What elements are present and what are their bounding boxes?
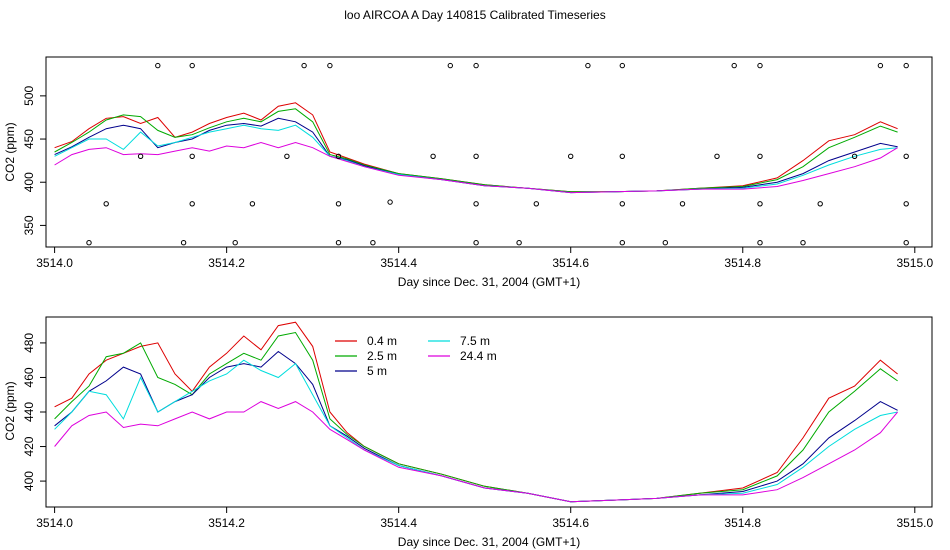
calibration-marker [619, 201, 625, 207]
top-xtick-label: 3515.0 [896, 256, 933, 270]
calibration-marker [585, 62, 591, 69]
bottom-series-group [54, 321, 898, 503]
top-xtick-label: 3514.4 [380, 256, 417, 270]
calibration-marker [155, 62, 161, 69]
bottom-xtick-label: 3514.8 [724, 516, 761, 530]
calibration-marker [447, 62, 453, 69]
calibration-marker [249, 201, 256, 207]
legend-label: 7.5 m [460, 334, 490, 348]
bottom-x-axis: 3514.0 3514.2 3514.4 3514.6 3514.8 3515.0 [36, 507, 933, 530]
calibration-marker [619, 62, 625, 69]
bottom-xtick-label: 3514.6 [552, 516, 589, 530]
top-ytick-label: 350 [22, 215, 36, 235]
legend-label: 0.4 m [367, 334, 397, 348]
bottom-legend: 0.4 m2.5 m5 m 7.5 m24.4 m [335, 334, 497, 378]
top-plot-frame [45, 56, 933, 248]
calibration-marker [817, 201, 823, 207]
top-ylabel: CO2 (ppm) [3, 122, 17, 181]
top-y-axis: 350 400 450 500 [22, 86, 46, 235]
calibration-marker [800, 240, 806, 246]
calibration-marker [903, 201, 909, 207]
calibration-marker [86, 240, 92, 246]
calibration-marker [903, 240, 909, 246]
bottom-ytick-label: 420 [22, 436, 36, 456]
bottom-xtick-label: 3514.2 [208, 516, 245, 530]
calibration-marker [473, 240, 479, 246]
top-xtick-label: 3514.8 [724, 256, 761, 270]
calibration-marker [335, 240, 342, 246]
calibration-marker [877, 62, 884, 69]
top-ytick-label: 450 [22, 129, 36, 149]
top-ytick-label: 500 [22, 86, 36, 106]
bottom-ytick-label: 480 [22, 333, 36, 353]
calibration-marker [473, 62, 479, 69]
calibration-marker [731, 62, 737, 69]
top-xtick-label: 3514.6 [552, 256, 589, 270]
calibration-marker [473, 153, 479, 160]
top-markers-group [86, 62, 909, 246]
bottom-ylabel: CO2 (ppm) [3, 381, 17, 440]
top-xlabel: Day since Dec. 31, 2004 (GMT+1) [398, 275, 580, 289]
top-series-line-2 [54, 117, 898, 194]
bottom-xlabel: Day since Dec. 31, 2004 (GMT+1) [398, 535, 580, 549]
top-x-axis: 3514.0 3514.2 3514.4 3514.6 3514.8 3515.0 [36, 247, 933, 270]
calibration-marker [533, 201, 539, 207]
bottom-y-axis: 400 420 440 460 480 [22, 333, 46, 491]
bottom-series-line-3 [54, 359, 898, 503]
calibration-marker [757, 201, 763, 207]
calibration-marker [757, 240, 763, 246]
calibration-marker [180, 240, 187, 246]
bottom-xtick-label: 3514.4 [380, 516, 417, 530]
calibration-marker [103, 201, 109, 207]
calibration-marker [662, 240, 668, 246]
calibration-marker [619, 240, 625, 246]
calibration-marker [327, 62, 333, 69]
bottom-xtick-label: 3514.0 [36, 516, 73, 530]
calibration-marker [473, 201, 479, 207]
top-series-line-1 [54, 108, 898, 193]
calibration-marker [335, 153, 342, 160]
calibration-marker [301, 62, 307, 69]
bottom-ytick-label: 440 [22, 402, 36, 422]
calibration-marker [903, 153, 909, 160]
chart-title: loo AIRCOA A Day 140815 Calibrated Times… [344, 8, 605, 22]
calibration-marker [232, 240, 238, 246]
bottom-series-line-1 [54, 331, 898, 503]
calibration-marker [903, 62, 909, 69]
calibration-marker [757, 62, 763, 69]
calibration-marker [387, 199, 393, 205]
calibration-marker [568, 153, 574, 160]
calibration-marker [137, 153, 144, 160]
calibration-marker [757, 153, 763, 160]
bottom-series-line-4 [54, 401, 898, 503]
bottom-series-line-2 [54, 350, 898, 503]
calibration-marker [370, 240, 376, 246]
calibration-marker [851, 153, 858, 160]
bottom-xtick-label: 3515.0 [896, 516, 933, 530]
legend-label: 24.4 m [460, 349, 497, 363]
calibration-marker [679, 201, 686, 207]
bottom-ytick-label: 400 [22, 471, 36, 491]
calibration-marker [619, 153, 625, 160]
calibration-marker [714, 153, 720, 160]
top-panel: CO2 (ppm) Day since Dec. 31, 2004 (GMT+1… [3, 56, 933, 289]
top-series-group [54, 102, 898, 194]
bottom-panel: CO2 (ppm) Day since Dec. 31, 2004 (GMT+1… [3, 316, 933, 549]
legend-label: 2.5 m [367, 349, 397, 363]
calibration-marker [516, 240, 522, 246]
top-xtick-label: 3514.0 [36, 256, 73, 270]
calibration-marker [335, 201, 342, 207]
calibration-marker [284, 153, 290, 160]
top-xtick-label: 3514.2 [208, 256, 245, 270]
bottom-series-line-0 [54, 321, 898, 503]
legend-label: 5 m [367, 364, 387, 378]
bottom-ytick-label: 460 [22, 367, 36, 387]
top-series-line-0 [54, 102, 898, 193]
calibration-marker [189, 153, 195, 160]
calibration-marker [189, 201, 195, 207]
calibration-marker [430, 153, 436, 160]
calibration-marker [189, 62, 195, 69]
top-ytick-label: 400 [22, 172, 36, 192]
